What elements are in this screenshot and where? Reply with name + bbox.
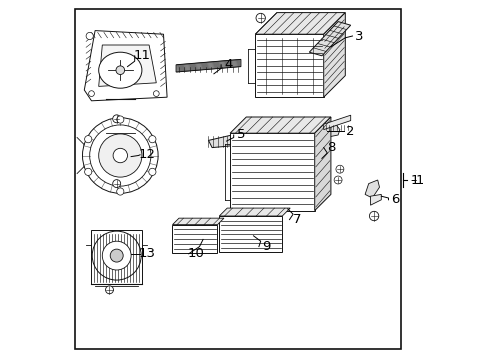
Polygon shape: [323, 115, 350, 130]
Polygon shape: [255, 34, 323, 97]
Bar: [230, 133, 314, 211]
Circle shape: [102, 241, 131, 270]
Circle shape: [113, 148, 127, 163]
Circle shape: [256, 13, 265, 23]
Polygon shape: [370, 194, 381, 205]
Circle shape: [335, 165, 343, 173]
Polygon shape: [208, 135, 235, 148]
Text: 6: 6: [391, 193, 399, 206]
Polygon shape: [172, 218, 224, 225]
Polygon shape: [176, 59, 241, 72]
Circle shape: [88, 91, 94, 96]
Text: 10: 10: [187, 247, 204, 260]
Bar: [172, 225, 217, 253]
Polygon shape: [99, 45, 156, 86]
Circle shape: [333, 176, 342, 184]
Polygon shape: [323, 13, 345, 97]
Text: 5: 5: [236, 129, 244, 141]
Polygon shape: [365, 180, 379, 198]
Text: 1: 1: [410, 174, 418, 186]
Text: 4: 4: [224, 58, 232, 71]
Circle shape: [110, 249, 123, 262]
Polygon shape: [328, 125, 339, 137]
Circle shape: [117, 116, 123, 123]
Circle shape: [84, 168, 92, 175]
Text: 9: 9: [262, 240, 270, 253]
Circle shape: [148, 136, 156, 143]
Text: –1: –1: [410, 174, 424, 186]
Circle shape: [82, 118, 158, 193]
Circle shape: [99, 134, 142, 177]
Ellipse shape: [99, 52, 142, 88]
Circle shape: [105, 286, 113, 294]
Polygon shape: [255, 13, 345, 34]
Circle shape: [113, 180, 121, 188]
Bar: [91, 230, 142, 284]
Circle shape: [86, 32, 93, 40]
Circle shape: [116, 66, 124, 75]
Circle shape: [148, 168, 156, 175]
Polygon shape: [309, 22, 350, 56]
Text: 3: 3: [355, 30, 363, 42]
Circle shape: [153, 91, 159, 96]
Bar: [219, 216, 282, 252]
Polygon shape: [314, 117, 330, 211]
Circle shape: [117, 188, 123, 195]
Text: 2: 2: [346, 125, 354, 138]
Polygon shape: [219, 208, 289, 216]
Text: 8: 8: [326, 141, 334, 154]
Circle shape: [89, 125, 151, 186]
Circle shape: [84, 136, 92, 143]
Text: 11: 11: [133, 49, 150, 62]
Circle shape: [368, 211, 378, 221]
Circle shape: [113, 115, 121, 123]
Polygon shape: [230, 117, 330, 133]
Polygon shape: [84, 31, 167, 101]
Text: 13: 13: [139, 247, 156, 260]
Text: 12: 12: [139, 148, 156, 161]
Text: 7: 7: [292, 213, 300, 226]
